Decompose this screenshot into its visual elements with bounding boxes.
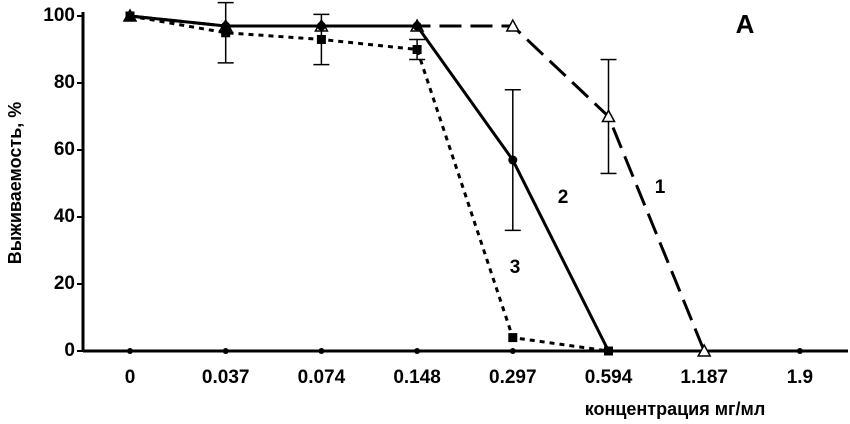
x-tick-label: 0.074 <box>298 367 346 388</box>
x-tick-label: 0.037 <box>202 367 250 388</box>
x-axis-label: концентрация мг/мл <box>585 399 766 419</box>
x-tick-label: 0.148 <box>393 367 441 388</box>
x-tick-label: 0 <box>125 367 136 388</box>
y-tick-label: 100 <box>43 5 75 26</box>
y-tick-label: 20 <box>54 273 75 294</box>
marker <box>601 108 616 123</box>
y-tick-label: 80 <box>54 72 75 93</box>
marker <box>412 21 422 31</box>
series-label: 1 <box>655 177 666 198</box>
marker <box>508 333 518 343</box>
marker <box>508 155 518 165</box>
x-tick <box>796 348 803 354</box>
y-tick-label: 40 <box>54 206 75 227</box>
y-tick-label: 60 <box>54 139 75 160</box>
marker <box>221 28 231 38</box>
x-tick <box>318 348 325 354</box>
x-tick <box>509 348 516 354</box>
x-tick-label: 1.9 <box>787 367 813 388</box>
marker <box>316 34 326 44</box>
series-line <box>129 14 706 352</box>
series-line <box>129 14 609 353</box>
y-tick-label: 0 <box>64 340 75 361</box>
series-label: 3 <box>510 257 521 278</box>
chart-title: A <box>736 9 755 39</box>
x-tick-label: 0.297 <box>489 367 537 388</box>
series-label: 2 <box>558 187 569 208</box>
x-tick <box>222 348 229 354</box>
marker <box>505 18 521 32</box>
x-tick <box>127 348 133 354</box>
x-tick-label: 1.187 <box>680 367 728 388</box>
x-tick <box>414 348 421 354</box>
marker <box>604 346 613 356</box>
y-axis-label: Выживаемость, % <box>5 102 25 265</box>
marker <box>696 343 712 357</box>
marker <box>125 11 135 21</box>
marker <box>412 45 422 54</box>
series-line <box>129 14 610 352</box>
x-tick-label: 0.594 <box>585 367 633 388</box>
